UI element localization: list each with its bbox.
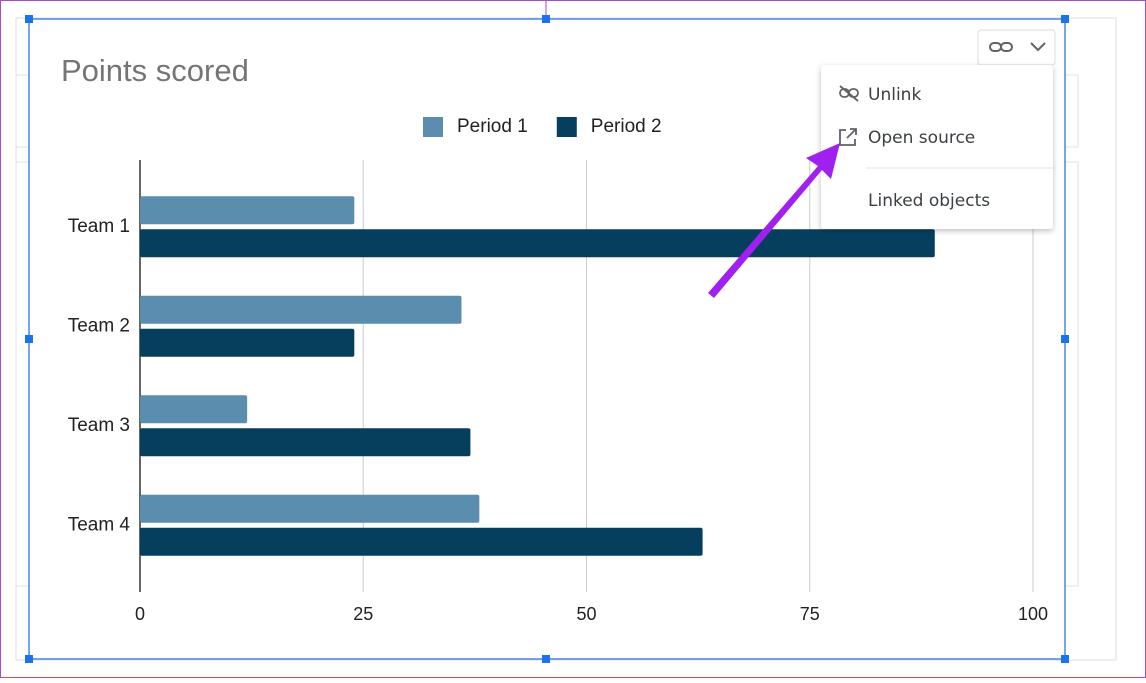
resize-handle[interactable] bbox=[1061, 335, 1069, 343]
unlink-icon bbox=[839, 85, 859, 102]
resize-handle[interactable] bbox=[25, 335, 33, 343]
chart-title: Points scored bbox=[61, 53, 249, 88]
bar bbox=[140, 527, 703, 556]
bar bbox=[140, 428, 471, 457]
y-tick-label: Team 2 bbox=[68, 315, 130, 336]
dropdown-menu bbox=[821, 65, 1053, 229]
plot-area: 0 25 50 75 100 Period 1 Period 2 Team 1 Team 2 Te… bbox=[68, 116, 1048, 624]
legend-label: Period 2 bbox=[591, 116, 662, 137]
resize-handle[interactable] bbox=[542, 15, 550, 23]
x-tick-label: 50 bbox=[576, 604, 596, 624]
bar bbox=[140, 395, 248, 424]
annotation-arrow bbox=[708, 143, 840, 298]
resize-handle[interactable] bbox=[25, 15, 33, 23]
x-tick-label: 100 bbox=[1018, 604, 1048, 624]
resize-handle[interactable] bbox=[25, 655, 33, 663]
menu-item[interactable]: Open source bbox=[868, 128, 975, 148]
legend-swatch bbox=[556, 117, 577, 137]
legend-label: Period 1 bbox=[457, 116, 528, 137]
bar bbox=[140, 494, 480, 523]
x-tick-label: 0 bbox=[135, 604, 145, 624]
y-tick-label: Team 4 bbox=[68, 514, 131, 535]
bar bbox=[140, 229, 935, 258]
menu-item[interactable]: Unlink bbox=[868, 85, 921, 105]
y-tick-label: Team 1 bbox=[68, 216, 130, 237]
bar bbox=[140, 196, 355, 225]
resize-handle[interactable] bbox=[1061, 655, 1069, 663]
x-tick-label: 75 bbox=[800, 604, 820, 624]
x-tick-label: 25 bbox=[353, 604, 373, 624]
link-icon bbox=[989, 42, 1046, 52]
bar bbox=[140, 328, 355, 357]
open-source-icon bbox=[839, 128, 857, 146]
resize-handle[interactable] bbox=[1061, 15, 1069, 23]
menu-item[interactable]: Linked objects bbox=[868, 191, 990, 211]
resize-handle[interactable] bbox=[542, 655, 550, 663]
bar bbox=[140, 295, 462, 324]
legend-swatch bbox=[423, 117, 443, 137]
y-tick-label: Team 3 bbox=[68, 415, 130, 436]
